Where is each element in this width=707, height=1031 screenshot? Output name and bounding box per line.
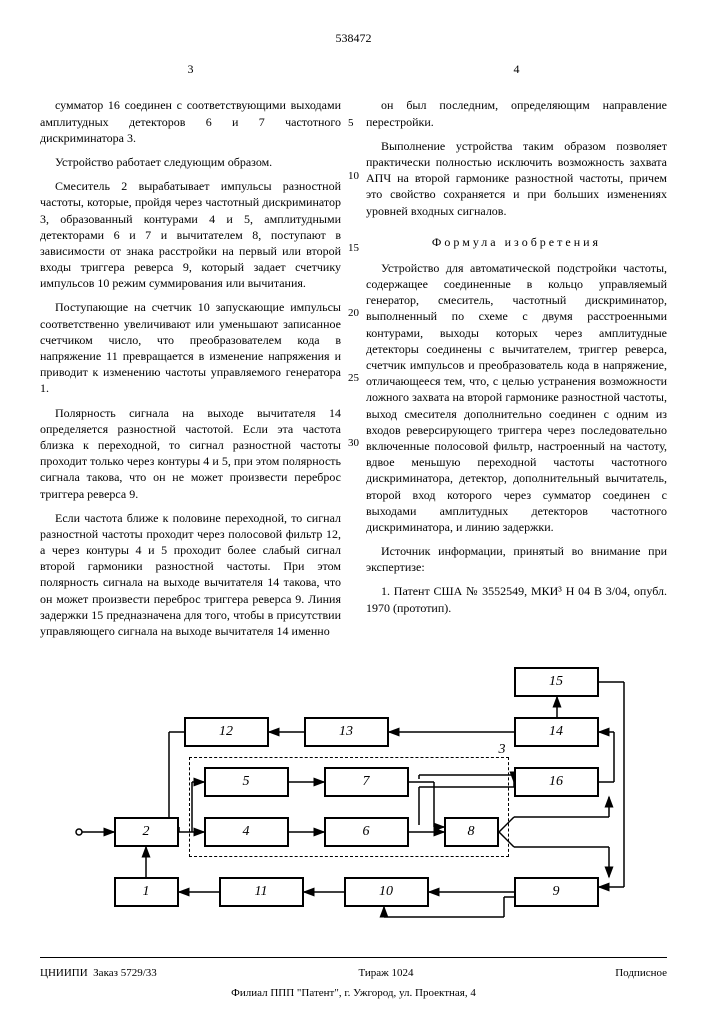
block-8: 8: [444, 817, 499, 847]
para: Смеситель 2 вырабатывает импульсы разнос…: [40, 178, 341, 291]
block-15: 15: [514, 667, 599, 697]
block-diagram: 31512131457162468111109: [74, 667, 634, 927]
block-7: 7: [324, 767, 409, 797]
block-2: 2: [114, 817, 179, 847]
right-column: 4 5 10 15 20 25 30 он был последним, опр…: [366, 61, 667, 647]
para: Выполнение устройства таким образом позв…: [366, 138, 667, 219]
line-marker: 25: [348, 371, 359, 386]
para: 1. Патент США № 3552549, МКИ³ Н 04 В 3/0…: [366, 583, 667, 615]
dashed-label: 3: [499, 741, 506, 760]
block-13: 13: [304, 717, 389, 747]
para: Источник информации, принятый во внимани…: [366, 543, 667, 575]
doc-number: 538472: [40, 30, 667, 46]
line-marker: 5: [348, 116, 354, 131]
text-columns: 3 сумматор 16 соединен с соответствующим…: [40, 61, 667, 647]
para: Устройство для автоматической подстройки…: [366, 260, 667, 535]
footer-org: ЦНИИПИ Заказ 5729/33: [40, 966, 157, 981]
block-9: 9: [514, 877, 599, 907]
para: сумматор 16 соединен с соответствующими …: [40, 97, 341, 146]
block-12: 12: [184, 717, 269, 747]
para: Поступающие на счетчик 10 запускающие им…: [40, 299, 341, 396]
line-marker: 30: [348, 436, 359, 451]
block-14: 14: [514, 717, 599, 747]
block-10: 10: [344, 877, 429, 907]
block-11: 11: [219, 877, 304, 907]
para: Устройство работает следующим образом.: [40, 154, 341, 170]
block-16: 16: [514, 767, 599, 797]
footer-sign: Подписное: [615, 966, 667, 981]
para: Полярность сигнала на выходе вычитателя …: [40, 405, 341, 502]
page-num-right: 4: [366, 61, 667, 77]
para: он был последним, определяющим направлен…: [366, 97, 667, 129]
left-column: 3 сумматор 16 соединен с соответствующим…: [40, 61, 341, 647]
block-1: 1: [114, 877, 179, 907]
line-marker: 15: [348, 241, 359, 256]
footer: ЦНИИПИ Заказ 5729/33 Тираж 1024 Подписно…: [40, 957, 667, 1001]
block-6: 6: [324, 817, 409, 847]
para: Если частота ближе к половине переходной…: [40, 510, 341, 640]
formula-title: Формула изобретения: [366, 234, 667, 250]
page-num-left: 3: [40, 61, 341, 77]
footer-tirazh: Тираж 1024: [358, 966, 413, 981]
line-marker: 10: [348, 169, 359, 184]
line-marker: 20: [348, 306, 359, 321]
footer-address: Филиал ППП "Патент", г. Ужгород, ул. Про…: [40, 986, 667, 1001]
block-5: 5: [204, 767, 289, 797]
block-4: 4: [204, 817, 289, 847]
